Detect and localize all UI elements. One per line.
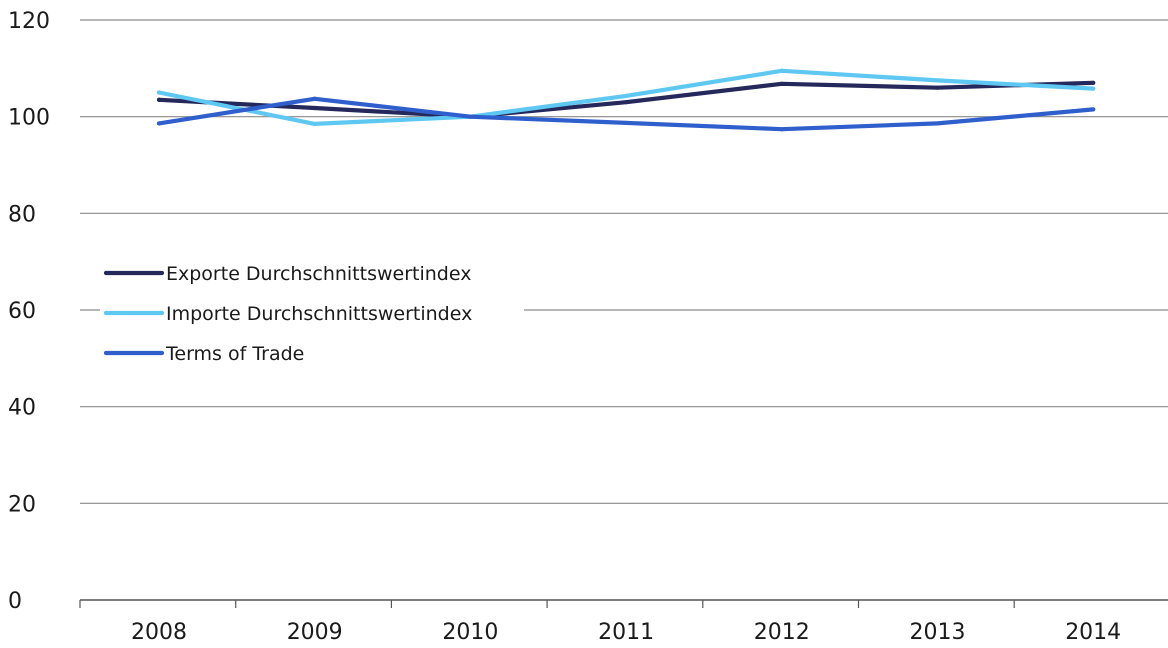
data-point [779, 81, 784, 86]
legend-label: Exporte Durchschnittswertindex [166, 263, 471, 285]
legend-label: Importe Durchschnittswertindex [166, 303, 472, 325]
data-point [779, 127, 784, 132]
y-tick-label: 0 [8, 589, 22, 614]
x-tick-label: 2009 [287, 620, 343, 645]
legend-background [100, 257, 524, 289]
data-point [935, 85, 940, 90]
legend: Exporte Durchschnittswertindex Importe Du… [100, 257, 524, 369]
legend-background [100, 297, 524, 329]
data-point [312, 96, 317, 101]
legend-item: Terms of Trade [100, 337, 339, 369]
data-point [624, 100, 629, 105]
y-tick-label: 40 [8, 396, 36, 421]
data-point [1091, 107, 1096, 112]
legend-label: Terms of Trade [165, 343, 304, 365]
data-point [624, 120, 629, 126]
x-axis: 2008 2009 2010 2011 2012 2013 2014 [79, 599, 1168, 645]
data-point [624, 93, 629, 98]
y-tick-label: 120 [8, 9, 50, 34]
x-tick-label: 2012 [754, 620, 810, 645]
y-tick-label: 100 [8, 106, 50, 131]
data-point [935, 78, 940, 83]
data-point [779, 68, 784, 73]
x-tick-label: 2010 [442, 620, 498, 645]
x-tick-label: 2014 [1065, 620, 1121, 645]
y-tick-label: 60 [8, 299, 36, 324]
data-point [935, 121, 940, 126]
y-tick-label: 20 [8, 492, 36, 517]
x-tick-label: 2008 [131, 620, 187, 645]
x-tick-label: 2011 [598, 620, 654, 645]
data-point [1091, 80, 1096, 85]
data-point [312, 105, 317, 111]
data-point [156, 121, 162, 126]
data-point [156, 90, 162, 95]
legend-item: Exporte Durchschnittswertindex [100, 257, 524, 289]
y-tick-label: 80 [8, 202, 36, 227]
series-lines [156, 68, 1096, 132]
y-axis: 0 20 40 60 80 100 120 [8, 9, 50, 614]
legend-item: Importe Durchschnittswertindex [100, 297, 524, 329]
data-point [1091, 86, 1096, 91]
data-point [468, 114, 473, 119]
x-tick-label: 2013 [910, 620, 966, 645]
data-point [156, 97, 162, 102]
data-point [312, 121, 317, 127]
